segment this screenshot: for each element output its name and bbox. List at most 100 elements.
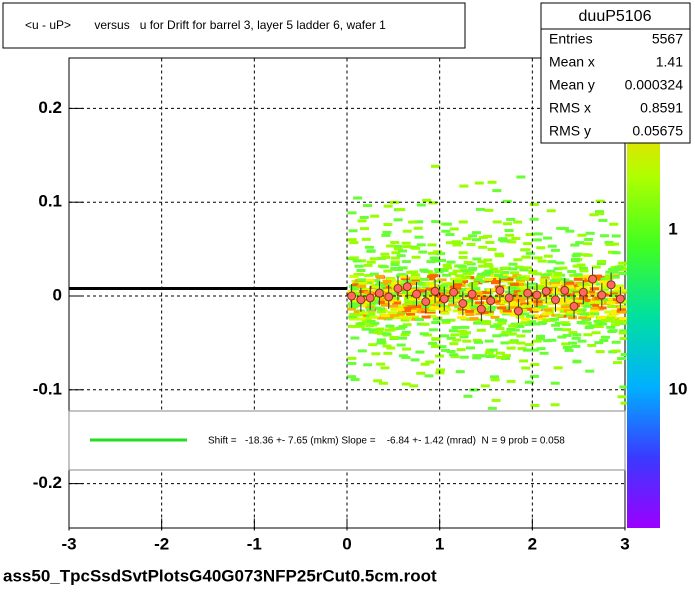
profile-point — [513, 306, 523, 316]
density-cell — [471, 238, 481, 242]
density-cell — [577, 233, 587, 237]
density-cell — [611, 349, 621, 353]
density-cell — [405, 291, 415, 295]
density-cell — [551, 277, 561, 281]
density-cell — [498, 275, 508, 279]
density-cell — [402, 245, 412, 249]
density-cell — [383, 204, 393, 208]
density-cell — [383, 223, 393, 227]
density-cell — [435, 354, 445, 358]
density-cell — [446, 318, 456, 322]
density-cell — [434, 267, 444, 271]
density-cell — [525, 251, 535, 255]
density-cell — [402, 316, 412, 320]
density-cell — [521, 317, 531, 321]
profile-point — [569, 301, 579, 311]
density-cell — [601, 285, 611, 289]
density-cell — [458, 251, 468, 255]
density-cell — [519, 359, 529, 363]
density-cell — [536, 286, 546, 290]
density-cell — [584, 237, 594, 241]
density-cell — [441, 229, 451, 233]
density-cell — [495, 318, 505, 322]
density-cell — [376, 307, 386, 311]
density-cell — [595, 212, 605, 216]
density-cell — [499, 239, 509, 243]
density-cell — [401, 382, 411, 386]
density-cell — [395, 313, 405, 317]
density-cell — [497, 306, 507, 310]
density-cell — [376, 362, 386, 366]
density-cell — [590, 303, 600, 307]
density-cell — [364, 273, 374, 277]
density-cell — [549, 279, 559, 283]
density-cell — [395, 308, 405, 312]
density-cell — [539, 351, 549, 355]
density-cell — [361, 299, 371, 303]
profile-point — [421, 297, 431, 307]
density-cell — [566, 300, 576, 304]
density-cell — [373, 379, 383, 383]
density-cell — [422, 291, 432, 295]
density-cell — [382, 332, 392, 336]
density-cell — [619, 290, 629, 294]
density-cell — [567, 270, 577, 274]
density-cell — [350, 336, 360, 340]
density-cell — [412, 305, 422, 309]
density-cell — [542, 318, 552, 322]
density-cell — [589, 309, 599, 313]
density-cell — [371, 285, 381, 289]
density-cell — [563, 309, 573, 313]
profile-point — [467, 289, 477, 299]
density-cell — [465, 309, 475, 313]
density-cell — [516, 299, 526, 303]
density-cell — [347, 211, 357, 215]
density-cell — [585, 292, 595, 296]
density-cell — [405, 295, 415, 299]
density-cell — [409, 301, 419, 305]
density-cell — [390, 263, 400, 267]
density-cell — [382, 279, 392, 283]
density-cell — [459, 355, 469, 359]
density-cell — [593, 319, 603, 323]
density-cell — [537, 259, 547, 263]
density-cell — [573, 308, 583, 312]
density-cell — [451, 326, 461, 330]
density-cell — [578, 316, 588, 320]
density-cell — [560, 305, 570, 309]
density-cell — [504, 228, 514, 232]
density-cell — [506, 311, 516, 315]
density-cell — [390, 307, 400, 311]
density-cell — [473, 318, 483, 322]
y-tick-label: -0.2 — [33, 473, 62, 492]
stats-label: RMS y — [549, 123, 591, 139]
density-cell — [474, 354, 484, 358]
density-cell — [396, 208, 406, 212]
density-cell — [414, 235, 424, 239]
density-cell — [612, 290, 622, 294]
density-cell — [398, 266, 408, 270]
density-cell — [585, 369, 595, 373]
density-cell — [609, 222, 619, 226]
profile-point — [412, 289, 421, 299]
density-cell — [347, 356, 357, 360]
density-cell — [456, 288, 466, 292]
density-cell — [362, 316, 372, 320]
density-cell — [441, 319, 451, 323]
density-cell — [587, 343, 597, 347]
profile-point — [551, 295, 560, 305]
density-cell — [456, 348, 466, 352]
density-cell — [507, 332, 517, 336]
density-cell — [604, 310, 614, 314]
density-cell — [446, 260, 456, 264]
density-cell — [371, 279, 381, 283]
density-cell — [611, 309, 621, 313]
density-cell — [573, 299, 583, 303]
density-cell — [618, 331, 628, 335]
density-cell — [398, 354, 408, 358]
density-cell — [484, 208, 494, 212]
x-tick-label: 1 — [435, 534, 444, 553]
stats-label: Entries — [549, 31, 593, 47]
density-cell — [414, 220, 424, 224]
density-cell — [618, 261, 628, 265]
